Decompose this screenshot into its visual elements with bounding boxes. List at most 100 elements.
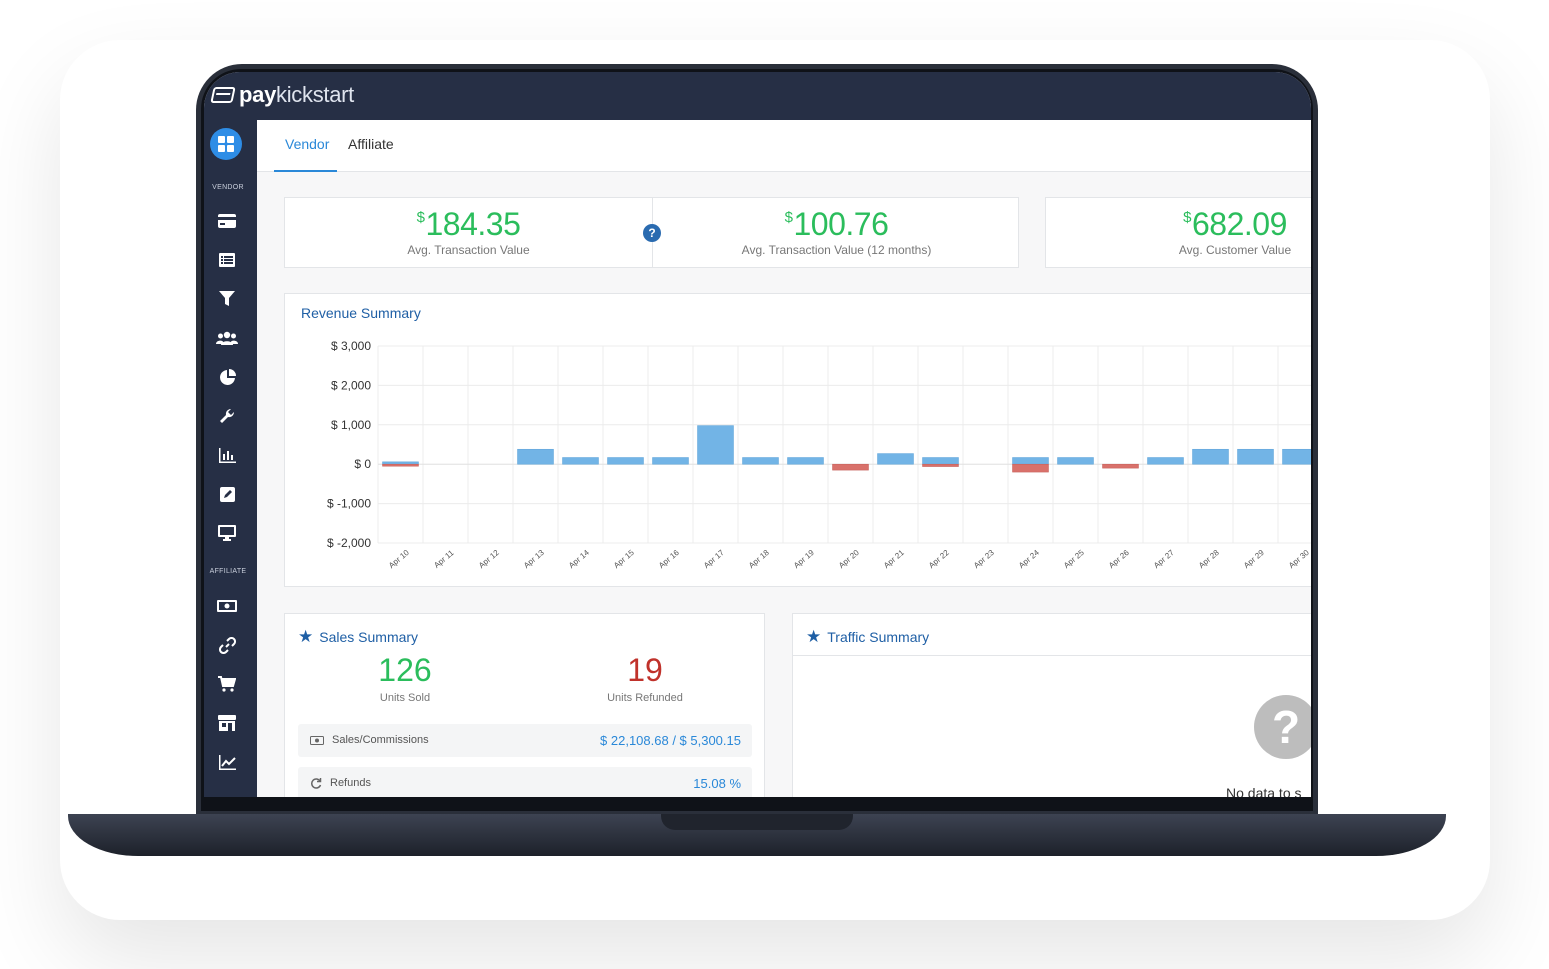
no-data-text: No data to s bbox=[1226, 785, 1302, 797]
x-tick-label: Apr 29 bbox=[1242, 548, 1266, 570]
tab-bar: Vendor Affiliate bbox=[257, 120, 1311, 172]
no-data-question-icon: ? bbox=[1254, 695, 1311, 759]
revenue-summary-title: Revenue Summary bbox=[301, 305, 421, 321]
tab-vendor[interactable]: Vendor bbox=[274, 136, 338, 172]
x-tick-label: Apr 18 bbox=[747, 548, 771, 570]
chart-bar bbox=[562, 457, 599, 465]
logo-text-kickstart: kickstart bbox=[276, 82, 354, 107]
x-tick-label: Apr 27 bbox=[1152, 548, 1176, 570]
wrench-icon[interactable] bbox=[216, 405, 238, 427]
stat-avg-transaction-12m: $100.76 Avg. Transaction Value (12 month… bbox=[653, 206, 1020, 257]
x-tick-label: Apr 12 bbox=[477, 548, 501, 570]
logo[interactable]: paykickstart bbox=[210, 82, 354, 108]
sidebar: VENDOR bbox=[204, 120, 257, 797]
pie-chart-icon[interactable] bbox=[216, 366, 238, 388]
card-logo-icon bbox=[210, 87, 236, 103]
x-tick-label: Apr 16 bbox=[657, 548, 681, 570]
stat-value: 100.76 bbox=[793, 206, 889, 242]
sales-summary-card: ★ Sales Summary 126 Units Sold 19 Units … bbox=[284, 613, 765, 797]
units-sold-label: Units Sold bbox=[379, 692, 431, 704]
sales-summary-header: ★ Sales Summary bbox=[298, 627, 418, 647]
chart-bar bbox=[697, 425, 734, 465]
chart-bar bbox=[652, 457, 689, 465]
stat-currency: $ bbox=[784, 209, 793, 226]
x-tick-label: Apr 17 bbox=[702, 548, 726, 570]
y-tick-label: $ 2,000 bbox=[331, 378, 371, 392]
stats-card-group: $184.35 Avg. Transaction Value $100.76 A… bbox=[284, 197, 1019, 268]
stat-value: 184.35 bbox=[425, 206, 521, 242]
credit-card-icon[interactable] bbox=[216, 210, 238, 232]
sidebar-affiliate-label: AFFILIATE bbox=[209, 568, 247, 575]
bar-chart-icon[interactable] bbox=[216, 444, 238, 466]
tab-affiliate[interactable]: Affiliate bbox=[348, 136, 394, 152]
refresh-icon bbox=[311, 778, 322, 789]
sales-commissions-value: $ 22,108.68 / $ 5,300.15 bbox=[600, 733, 741, 748]
stat-currency: $ bbox=[1183, 209, 1191, 226]
chart-bar bbox=[1282, 448, 1311, 465]
x-tick-label: Apr 20 bbox=[837, 548, 861, 570]
funnel-icon[interactable] bbox=[216, 288, 238, 310]
x-tick-label: Apr 15 bbox=[612, 548, 636, 570]
traffic-summary-card: ★ Traffic Summary ? No data to s bbox=[792, 613, 1311, 797]
monitor-icon[interactable] bbox=[216, 522, 238, 544]
x-tick-label: Apr 11 bbox=[432, 548, 456, 570]
chart-bar bbox=[517, 448, 554, 465]
y-tick-label: $ 3,000 bbox=[331, 339, 371, 353]
chart-bar bbox=[382, 461, 419, 465]
revenue-summary-card: Revenue Summary $ 3,000 $ 2,000 $ 1,000 $ 0… bbox=[284, 293, 1311, 587]
main-content: Vendor Affiliate $184.35 Avg. Transactio… bbox=[257, 120, 1311, 797]
sales-summary-title: Sales Summary bbox=[319, 629, 419, 645]
units-sold-value: 126 bbox=[378, 652, 432, 688]
units-refunded-value: 19 bbox=[627, 652, 663, 688]
stat-avg-transaction: $184.35 Avg. Transaction Value bbox=[285, 206, 652, 257]
units-refunded-label: Units Refunded bbox=[607, 692, 683, 704]
chart-bar bbox=[1012, 463, 1049, 473]
traffic-summary-title: Traffic Summary bbox=[827, 629, 930, 645]
money-icon[interactable] bbox=[216, 595, 238, 617]
line-chart-icon[interactable] bbox=[216, 751, 238, 773]
y-tick-label: $ -1,000 bbox=[327, 497, 371, 511]
stat-label: Avg. Transaction Value (12 months) bbox=[741, 243, 932, 257]
chart-bar bbox=[1192, 448, 1229, 465]
chart-bar bbox=[922, 463, 959, 467]
users-icon[interactable] bbox=[216, 327, 238, 349]
y-tick-label: $ 1,000 bbox=[331, 418, 371, 432]
chart-bar bbox=[1102, 463, 1139, 469]
stat-label: Avg. Transaction Value bbox=[407, 243, 530, 257]
x-tick-label: Apr 14 bbox=[567, 548, 591, 570]
dashboard-button[interactable] bbox=[210, 128, 242, 160]
x-tick-label: Apr 10 bbox=[387, 548, 411, 570]
help-icon[interactable]: ? bbox=[643, 224, 661, 242]
logo-text-pay: pay bbox=[239, 82, 277, 107]
store-icon[interactable] bbox=[216, 712, 238, 734]
x-tick-label: Apr 23 bbox=[972, 548, 996, 570]
chart-bar bbox=[877, 453, 914, 465]
sales-commissions-label: Sales/Commissions bbox=[332, 734, 429, 746]
x-tick-label: Apr 28 bbox=[1197, 548, 1221, 570]
laptop-notch bbox=[661, 814, 853, 830]
stat-avg-customer-card: $682.09 Avg. Customer Value bbox=[1045, 197, 1311, 268]
link-icon[interactable] bbox=[216, 634, 238, 656]
y-tick-label: $ -2,000 bbox=[327, 536, 371, 550]
top-bar: paykickstart bbox=[204, 72, 1311, 120]
list-icon[interactable] bbox=[216, 249, 238, 271]
chart-bar bbox=[1012, 457, 1049, 465]
x-tick-label: Apr 13 bbox=[522, 548, 546, 570]
edit-icon[interactable] bbox=[216, 483, 238, 505]
x-tick-label: Apr 26 bbox=[1107, 548, 1131, 570]
chart-bar bbox=[922, 457, 959, 465]
x-tick-label: Apr 25 bbox=[1062, 548, 1086, 570]
x-tick-label: Apr 30 bbox=[1287, 548, 1311, 570]
stat-value: 682.09 bbox=[1191, 206, 1287, 242]
chart-bar bbox=[1147, 457, 1184, 465]
chart-bar bbox=[1237, 448, 1274, 465]
money-icon bbox=[310, 735, 324, 745]
stat-label: Avg. Customer Value bbox=[1178, 243, 1292, 257]
x-tick-label: Apr 21 bbox=[882, 548, 906, 570]
stat-currency: $ bbox=[416, 209, 425, 226]
y-tick-label: $ 0 bbox=[354, 457, 371, 471]
chart-bar bbox=[382, 463, 419, 467]
cart-icon[interactable] bbox=[216, 673, 238, 695]
refunds-row: Refunds 15.08 % bbox=[298, 767, 752, 797]
